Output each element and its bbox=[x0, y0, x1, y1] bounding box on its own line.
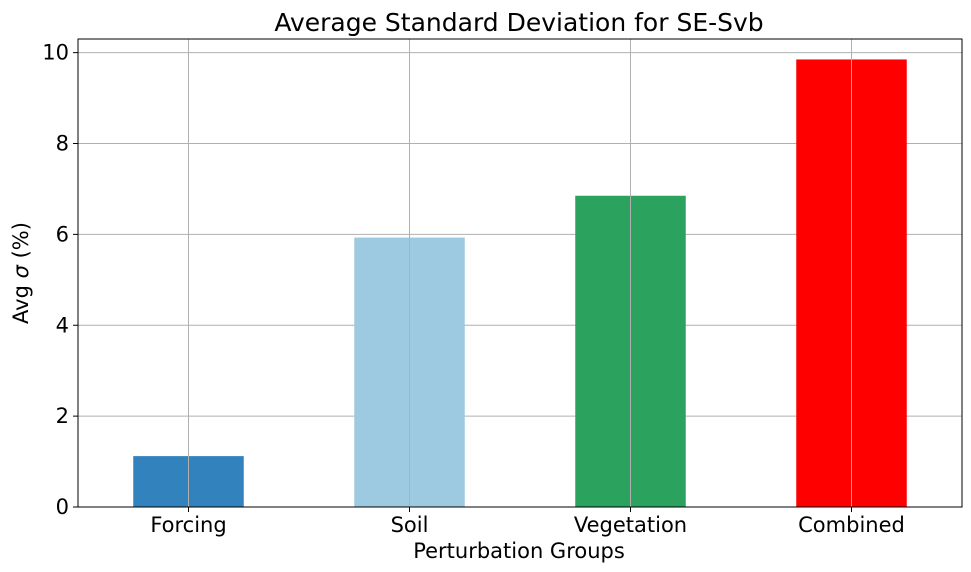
plot-frame bbox=[77, 38, 963, 508]
x-tick-label: Soil bbox=[391, 513, 429, 537]
y-tick-label: 10 bbox=[42, 41, 69, 65]
x-grid-lines bbox=[188, 39, 852, 507]
x-tick-label: Vegetation bbox=[574, 513, 687, 537]
y-tick-label: 6 bbox=[56, 222, 69, 246]
x-tick-label: Forcing bbox=[150, 513, 226, 537]
y-axis-ticks: 0 2 4 6 8 10 bbox=[42, 41, 78, 519]
x-tick-label: Combined bbox=[798, 513, 905, 537]
y-axis-label-suffix: (%) bbox=[9, 222, 33, 265]
y-axis-label-sigma: σ bbox=[9, 264, 33, 278]
x-axis-label: Perturbation Groups bbox=[413, 539, 625, 563]
y-tick-label: 4 bbox=[56, 313, 69, 337]
y-tick-label: 8 bbox=[56, 132, 69, 156]
y-axis-label-prefix: Avg bbox=[9, 278, 33, 324]
y-axis-label: Avg σ (%) bbox=[9, 222, 33, 324]
y-tick-label: 0 bbox=[56, 495, 69, 519]
y-tick-label: 2 bbox=[56, 404, 69, 428]
x-axis-ticks: Forcing Soil Vegetation Combined bbox=[150, 507, 905, 537]
chart-title: Average Standard Deviation for SE-Svb bbox=[274, 8, 763, 37]
